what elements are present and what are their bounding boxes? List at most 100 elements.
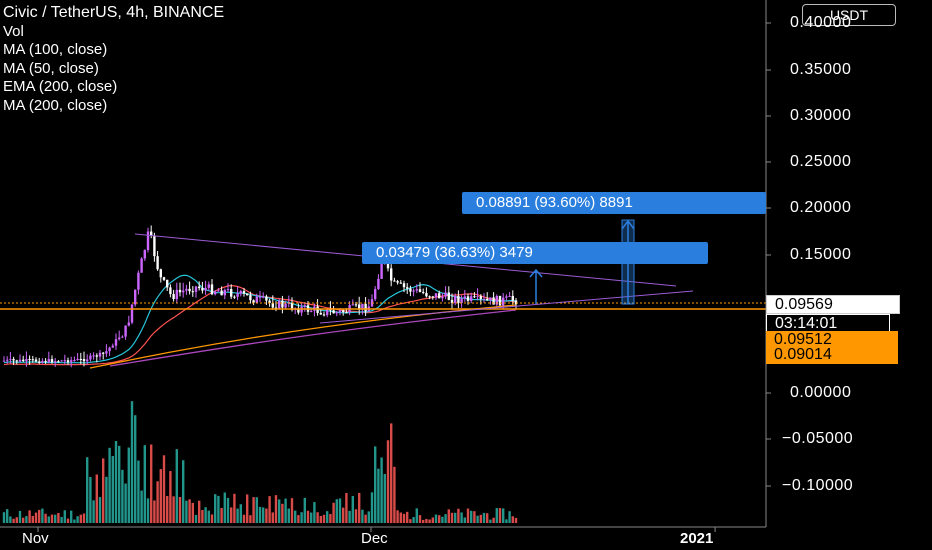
candle-body <box>246 293 249 296</box>
candle-body <box>418 289 422 292</box>
candle-body <box>191 291 194 293</box>
indicator-vol[interactable]: Vol <box>3 22 24 40</box>
symbol-title[interactable]: Civic / TetherUS, 4h, BINANCE <box>3 4 225 21</box>
indicator-ma200[interactable]: MA (200, close) <box>3 96 108 114</box>
candle-body <box>377 278 380 290</box>
candle-body <box>54 361 57 363</box>
volume-bar <box>466 508 470 523</box>
candle-body <box>185 288 188 291</box>
volume-bar <box>268 496 271 523</box>
candle-body <box>2 360 6 362</box>
indicator-ma50[interactable]: MA (50, close) <box>3 59 99 77</box>
candle-body <box>255 296 258 303</box>
volume-bar <box>102 458 105 523</box>
volume-bar <box>310 512 313 523</box>
volume-bar <box>258 506 262 523</box>
volume-bar <box>150 444 153 523</box>
candle-body <box>431 296 434 298</box>
candle-body <box>50 359 54 363</box>
candle-body <box>210 284 214 295</box>
volume-bar <box>226 497 230 523</box>
candle-body <box>345 312 348 314</box>
candle-body <box>502 297 505 306</box>
volume-bar <box>50 514 54 523</box>
measure-label-1[interactable]: 0.08891 (93.60%) 8891 <box>462 192 766 214</box>
volume-tick: −0.10000 <box>782 477 854 494</box>
volume-bar <box>9 516 12 523</box>
volume-bar <box>143 445 146 523</box>
candle-body <box>438 293 441 299</box>
volume-bar <box>54 514 57 523</box>
volume-bar <box>188 499 191 523</box>
volume-bar <box>399 512 402 523</box>
candle-body <box>172 294 175 300</box>
candle-body <box>137 272 140 290</box>
volume-bar <box>348 510 351 523</box>
candle-body <box>402 283 406 288</box>
volume-bar <box>319 515 322 523</box>
current-price-tag: 0.09569 <box>766 295 900 314</box>
candle-body <box>511 295 514 301</box>
volume-bar <box>57 512 60 523</box>
candle-body <box>390 268 393 281</box>
candle-body <box>236 293 239 297</box>
indicator-ma100[interactable]: MA (100, close) <box>3 41 108 58</box>
currency-button[interactable]: USDT <box>802 4 896 26</box>
candle-body <box>271 302 274 308</box>
volume-bar <box>482 512 486 523</box>
volume-bar <box>159 469 162 523</box>
volume-bar <box>255 497 258 523</box>
candle-body <box>25 358 28 362</box>
candle-body <box>466 296 470 301</box>
volume-bar <box>473 511 476 523</box>
measure-label-2[interactable]: 0.03479 (36.63%) 3479 <box>362 242 708 264</box>
candle-body <box>162 277 166 280</box>
volume-bar <box>12 518 15 523</box>
volume-bar <box>105 476 108 523</box>
candle-body <box>332 310 335 314</box>
volume-bar <box>406 511 409 523</box>
volume-bar <box>15 517 18 523</box>
candle-body <box>15 360 18 362</box>
volume-bar <box>444 514 447 523</box>
volume-bar <box>495 508 498 523</box>
volume-bar <box>354 509 358 523</box>
candle-body <box>66 360 70 363</box>
volume-bar <box>66 518 70 523</box>
candle-body <box>34 359 38 362</box>
candle-body <box>399 282 402 284</box>
volume-bar <box>335 499 338 523</box>
candle-body <box>406 287 409 289</box>
volume-bar <box>393 466 396 523</box>
lower-trendline <box>319 290 694 324</box>
volume-bar <box>230 507 233 523</box>
volume-bar <box>201 509 204 523</box>
candle-body <box>482 298 486 300</box>
volume-bar <box>233 493 236 523</box>
volume-bar <box>249 515 252 523</box>
candle-body <box>201 288 204 291</box>
candle-body <box>146 231 150 251</box>
candle-body <box>239 291 242 294</box>
candle-body <box>233 296 236 298</box>
volume-bar <box>450 512 454 523</box>
candle-body <box>342 310 345 313</box>
volume-bar <box>313 502 316 523</box>
volume-bar <box>118 445 121 523</box>
volume-bar <box>198 500 201 523</box>
volume-bar <box>194 514 198 523</box>
volume-bar <box>460 512 463 523</box>
indicator-ema200[interactable]: EMA (200, close) <box>3 78 118 95</box>
candle-body <box>169 287 172 295</box>
candle-body <box>303 305 306 307</box>
candle-body <box>28 358 31 360</box>
volume-bar <box>422 519 425 523</box>
candle-body <box>252 300 255 303</box>
volume-bar <box>457 508 460 523</box>
volume-bar <box>322 514 326 523</box>
candle-body <box>124 325 127 337</box>
candle-body <box>258 296 262 298</box>
volume-tick: 0.00000 <box>790 384 852 401</box>
candle-body <box>457 295 460 304</box>
